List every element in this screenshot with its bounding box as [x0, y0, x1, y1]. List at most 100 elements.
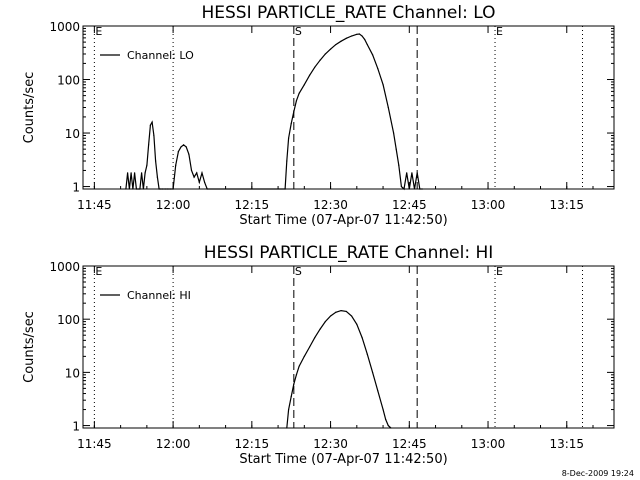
x-axis-label: Start Time (07-Apr-07 11:42:50) [239, 452, 447, 467]
data-point [335, 311, 337, 313]
data-point [366, 43, 368, 46]
data-point [196, 172, 198, 174]
data-point [350, 315, 353, 317]
data-point [135, 188, 137, 190]
data-point [314, 337, 316, 339]
x-tick-label: 12:45 [392, 198, 427, 212]
data-point [403, 188, 405, 190]
data-point [387, 106, 389, 109]
data-point [408, 188, 410, 190]
marker-label: E [95, 25, 102, 38]
y-tick-label: 1000 [49, 20, 80, 34]
data-point [314, 66, 316, 68]
data-point [324, 53, 326, 55]
x-tick-label: 12:45 [392, 437, 427, 451]
data-point [361, 337, 363, 339]
x-tick-label: 11:45 [77, 198, 112, 212]
x-tick-label: 13:15 [549, 437, 584, 451]
data-point [345, 37, 347, 39]
data-point [286, 427, 288, 429]
data-point [127, 172, 129, 174]
data-point [287, 137, 290, 139]
y-tick-label: 100 [57, 74, 80, 88]
data-point [295, 374, 298, 376]
data-point [144, 172, 146, 174]
data-point [335, 43, 337, 46]
data-point [293, 383, 295, 385]
data-point [303, 84, 305, 86]
chart-panel-lo: HESSI PARTICLE_RATE Channel: LO 11:45 12:0… [22, 3, 615, 228]
data-point [190, 169, 193, 172]
data-point [329, 48, 332, 50]
y-tick-label: 1000 [49, 260, 80, 274]
data-point [293, 111, 295, 113]
data-point [356, 33, 358, 35]
data-point [421, 188, 424, 190]
data-point [303, 355, 305, 357]
data-point [319, 328, 321, 330]
x-tick-label: 12:15 [235, 198, 270, 212]
x-tick-label: 12:15 [235, 437, 270, 451]
data-point [153, 134, 155, 137]
data-point [125, 188, 127, 190]
data-point [361, 35, 363, 37]
x-tick-label: 12:30 [313, 437, 348, 451]
data-point [366, 353, 368, 355]
marker-label: E [95, 265, 102, 278]
data-point [398, 164, 400, 166]
data-point [142, 188, 144, 190]
data-point [158, 188, 160, 190]
x-tick-label: 13:15 [549, 198, 584, 212]
data-point [377, 390, 379, 392]
data-point [201, 172, 203, 174]
data-point [392, 132, 395, 134]
y-tick-label: 100 [57, 313, 80, 327]
data-point [295, 100, 298, 102]
x-tick-label: 12:30 [313, 198, 348, 212]
data-point [324, 321, 326, 323]
data-point [377, 67, 379, 70]
data-point [203, 181, 206, 183]
y-tick-label: 1 [72, 420, 80, 434]
data-point [130, 172, 132, 174]
data-point [329, 315, 332, 317]
y-tick-label: 10 [65, 366, 80, 380]
data-point [287, 408, 290, 411]
data-point [128, 188, 130, 190]
data-point [400, 185, 403, 188]
data-point [132, 188, 134, 190]
data-point [175, 164, 177, 166]
data-point [387, 424, 389, 427]
x-tick-label: 11:45 [77, 437, 112, 451]
data-point [193, 176, 195, 178]
data-point [139, 188, 141, 190]
data-point [298, 92, 300, 95]
data-point [308, 74, 311, 76]
data-point [416, 172, 418, 174]
data-point [180, 146, 182, 148]
chart-title: HESSI PARTICLE_RATE Channel: LO [201, 3, 495, 23]
data-point [160, 188, 162, 190]
data-point [151, 121, 153, 123]
marker-label: S [295, 265, 302, 278]
data-point [382, 84, 384, 86]
data-point [290, 396, 292, 398]
x-tick-label: 13:00 [471, 437, 506, 451]
data-point [188, 153, 190, 155]
data-point [162, 188, 164, 190]
data-point [206, 188, 208, 190]
y-axis-label: Counts/sec [22, 311, 37, 383]
data-point [345, 310, 347, 313]
data-point [419, 188, 421, 190]
data-point [286, 160, 288, 162]
x-tick-label: 12:00 [156, 437, 191, 451]
chart-title: HESSI PARTICLE_RATE Channel: HI [204, 243, 494, 263]
data-point [308, 346, 311, 348]
data-point [340, 40, 342, 42]
data-point [284, 188, 286, 190]
legend-label: Channel: LO [127, 49, 194, 62]
data-point [364, 38, 366, 41]
data-point [134, 172, 136, 174]
data-point [167, 188, 169, 190]
